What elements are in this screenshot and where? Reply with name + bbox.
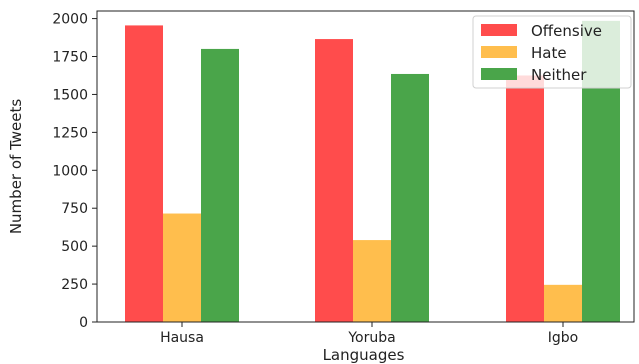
y-tick-label: 1250 (52, 125, 88, 141)
bar-hate-igbo (544, 284, 582, 322)
bar-offensive-igbo (506, 75, 544, 322)
bar-offensive-yoruba (315, 39, 353, 322)
bar-neither-yoruba (391, 73, 429, 323)
legend-swatch-hate (481, 46, 517, 58)
y-axis-label: Number of Tweets (7, 99, 25, 235)
y-tick-label: 0 (79, 315, 88, 331)
bar-hate-yoruba (353, 240, 391, 322)
y-tick-label: 500 (61, 239, 88, 255)
y-tick-label: 1000 (52, 163, 88, 179)
x-tick-label-hausa: Hausa (160, 330, 204, 346)
legend-swatch-offensive (481, 24, 517, 36)
y-tick-label: 750 (61, 201, 88, 217)
y-tick-label: 250 (61, 277, 88, 293)
x-tick-label-yoruba: Yoruba (347, 330, 395, 346)
bar-offensive-hausa (125, 25, 163, 322)
legend-label-offensive: Offensive (531, 22, 602, 40)
plot-frame (96, 10, 635, 323)
x-tick-label-igbo: Igbo (548, 330, 578, 346)
y-tick-label: 2000 (52, 12, 88, 28)
x-axis-ticks: Hausa Yoruba Igbo (160, 322, 578, 346)
legend-label-hate: Hate (531, 44, 567, 62)
legend-swatch-neither (481, 68, 517, 80)
legend: Offensive Hate Neither (472, 15, 632, 89)
y-axis-ticks: 0 250 500 750 1000 1250 1500 1750 2000 (52, 12, 97, 331)
x-axis-label: Languages (323, 346, 405, 364)
bar-neither-hausa (201, 48, 239, 323)
y-tick-label: 1750 (52, 50, 88, 66)
bar-hate-hausa (163, 213, 201, 322)
legend-label-neither: Neither (531, 66, 587, 84)
y-tick-label: 1500 (52, 87, 88, 103)
